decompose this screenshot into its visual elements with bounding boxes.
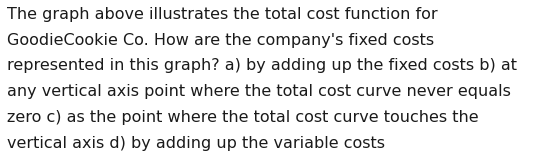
Text: represented in this graph? a) by adding up the fixed costs b) at: represented in this graph? a) by adding … bbox=[7, 58, 517, 73]
Text: GoodieCookie Co. How are the company's fixed costs: GoodieCookie Co. How are the company's f… bbox=[7, 33, 434, 48]
Text: zero c) as the point where the total cost curve touches the: zero c) as the point where the total cos… bbox=[7, 110, 479, 125]
Text: vertical axis d) by adding up the variable costs: vertical axis d) by adding up the variab… bbox=[7, 136, 385, 151]
Text: The graph above illustrates the total cost function for: The graph above illustrates the total co… bbox=[7, 7, 438, 22]
Text: any vertical axis point where the total cost curve never equals: any vertical axis point where the total … bbox=[7, 84, 511, 99]
